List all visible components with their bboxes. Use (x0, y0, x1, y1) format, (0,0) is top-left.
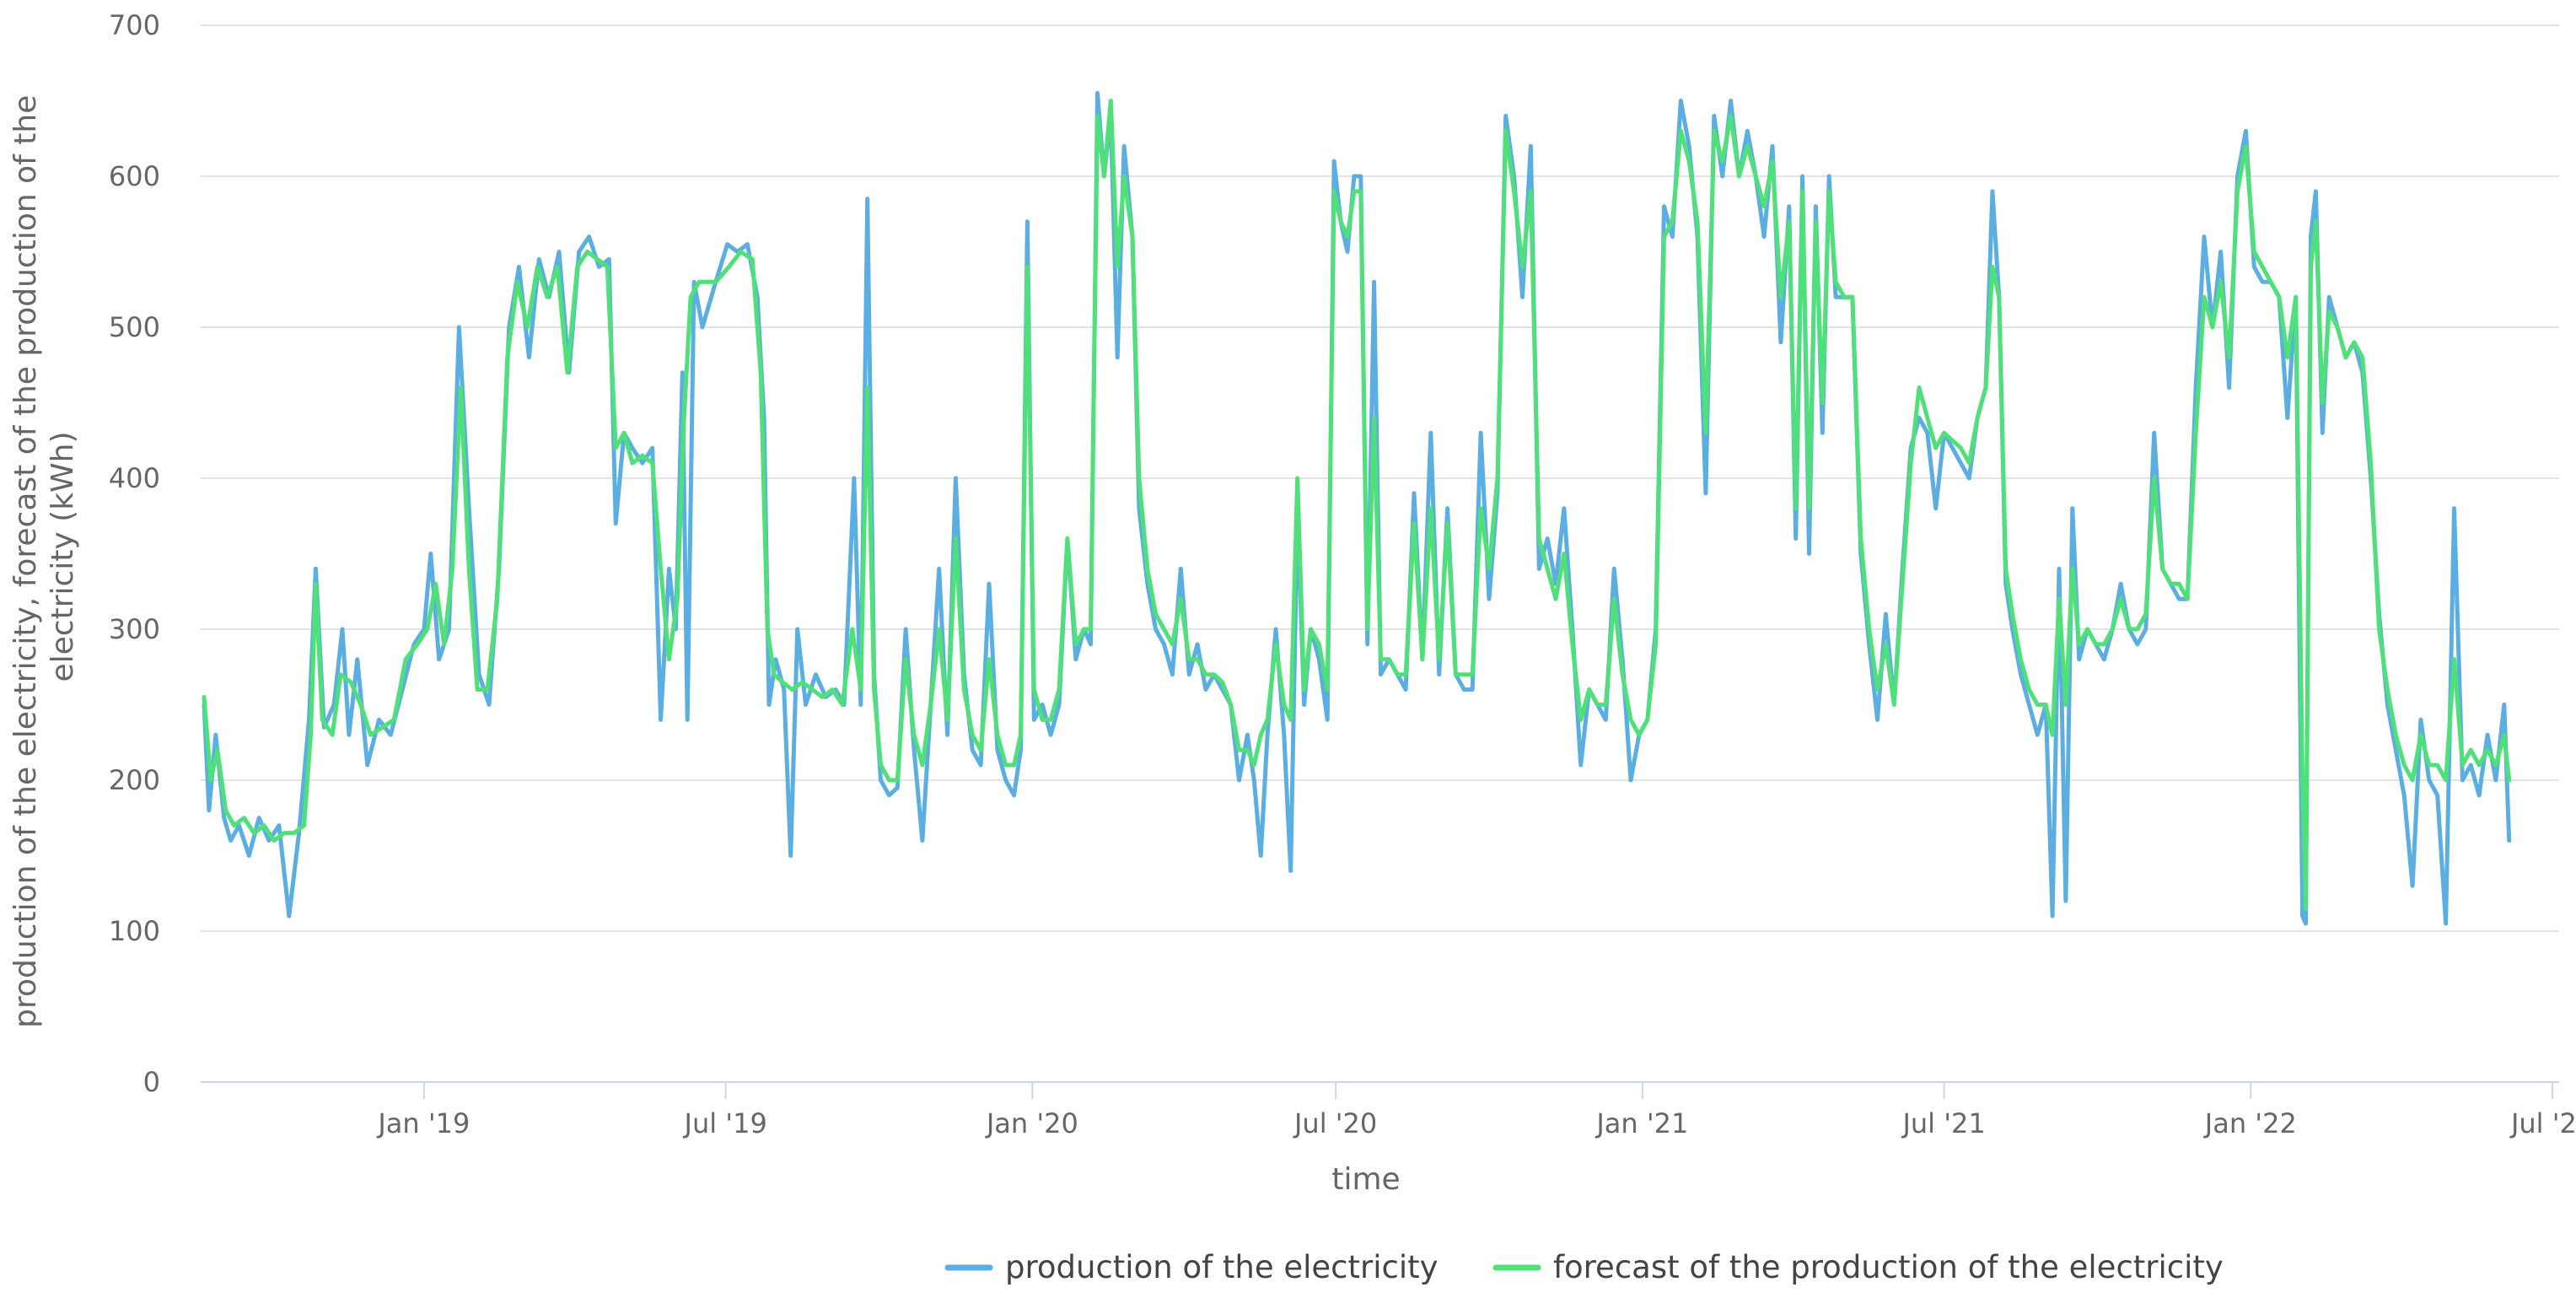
y-tick-label: 700 (109, 9, 160, 41)
y-tick-label: 600 (109, 160, 160, 192)
series-lines (202, 91, 2512, 926)
legend: production of the electricity forecast o… (944, 1249, 2224, 1285)
y-tick-label: 0 (143, 1066, 160, 1098)
legend-label-production: production of the electricity (1005, 1249, 1439, 1285)
y-tick-label: 200 (109, 764, 160, 796)
x-tick-label: Jan '20 (985, 1107, 1078, 1139)
x-tick-label: Jul '19 (683, 1107, 767, 1139)
y-tick-label: 300 (109, 613, 160, 645)
y-tick-label: 100 (109, 915, 160, 947)
y-axis-title-line-2: electricity (kWh) (46, 431, 80, 681)
x-tick-label: Jul '22 (2509, 1107, 2576, 1139)
y-axis-title: production of the electricity, forecast … (8, 85, 80, 1028)
y-axis-tick-labels: 0 100 200 300 400 500 600 700 (109, 9, 160, 1098)
x-tick-label: Jan '19 (376, 1107, 470, 1139)
grid-lines (201, 24, 2559, 932)
y-axis-title-line-1: production of the electricity, forecast … (8, 95, 43, 1028)
y-tick-label: 500 (109, 311, 160, 343)
x-axis: Jan '19 Jul '19 Jan '20 Jul '20 Jan '21 Jul '… (201, 1081, 2576, 1139)
series-line-production (202, 91, 2512, 926)
x-tick-label: Jul '20 (1293, 1107, 1377, 1139)
x-tick-label: Jan '22 (2203, 1107, 2297, 1139)
series-line-forecast (202, 99, 2512, 911)
x-axis-title: time (1331, 1162, 1400, 1197)
legend-item-forecast[interactable]: forecast of the production of the electr… (1492, 1249, 2224, 1285)
legend-item-production[interactable]: production of the electricity (944, 1249, 1439, 1285)
y-tick-label: 400 (109, 462, 160, 494)
x-tick-label: Jan '21 (1595, 1107, 1688, 1139)
legend-label-forecast: forecast of the production of the electr… (1553, 1249, 2224, 1285)
x-tick-label: Jul '21 (1901, 1107, 1985, 1139)
